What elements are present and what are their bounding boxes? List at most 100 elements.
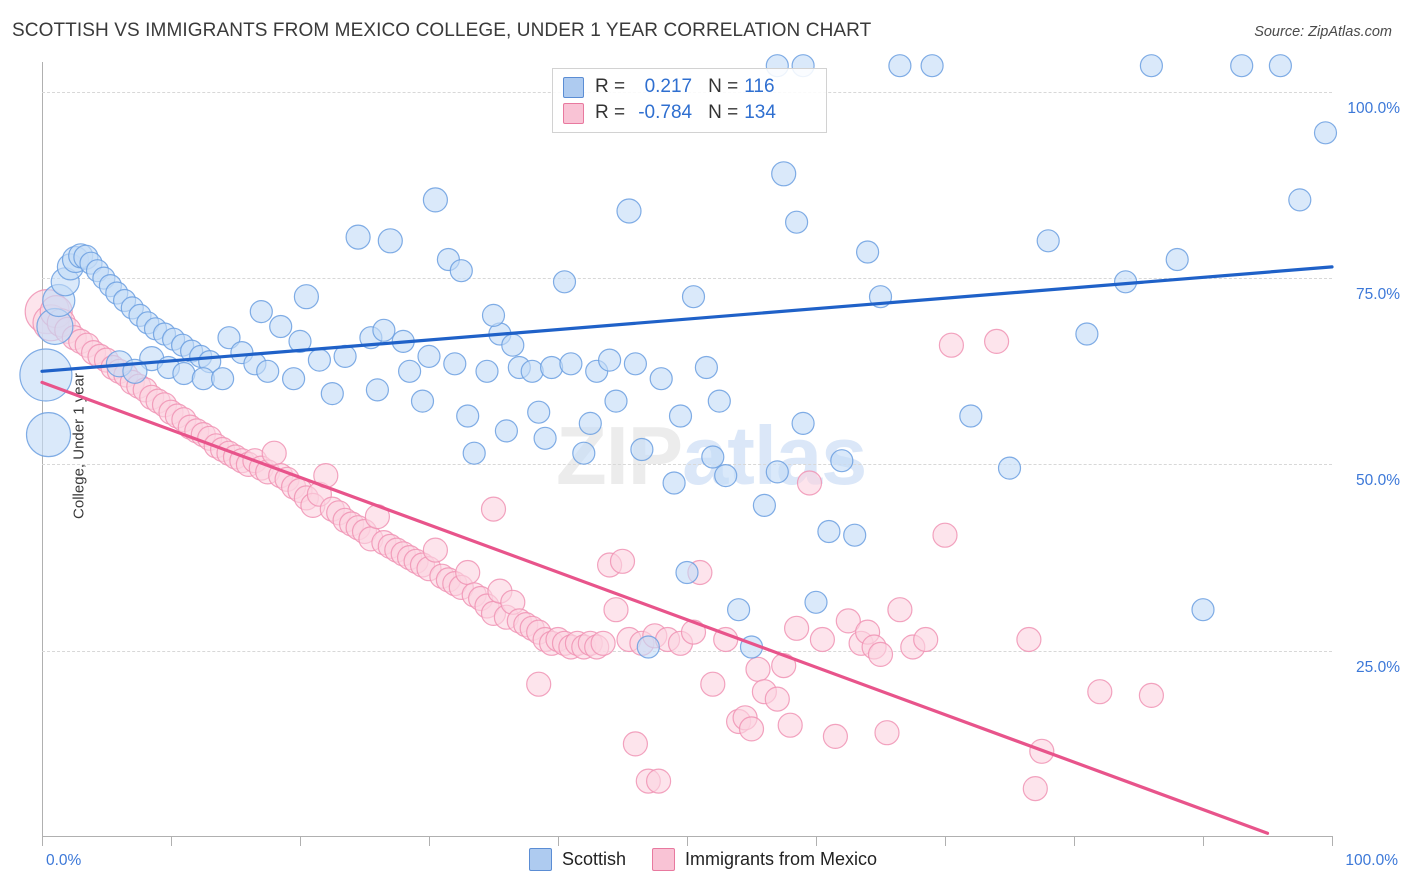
scatter-point <box>293 284 319 310</box>
scatter-point <box>494 419 518 443</box>
scatter-point <box>282 367 306 391</box>
n-label-mexico: N = <box>708 102 739 123</box>
scatter-point <box>932 522 958 548</box>
scatter-point <box>616 198 642 224</box>
scatter-point <box>1313 121 1338 145</box>
scatter-point <box>809 626 836 653</box>
scatter-point <box>365 378 389 402</box>
scatter-point <box>377 228 403 254</box>
scatter-point <box>791 411 815 435</box>
scatter-point <box>804 590 828 614</box>
scatter-point <box>398 359 422 383</box>
chart-legend: Scottish Immigrants from Mexico <box>0 848 1406 871</box>
scatter-point <box>1087 679 1113 705</box>
scatter-point <box>422 187 448 213</box>
scatter-point <box>784 210 809 234</box>
scatter-point <box>1268 54 1293 78</box>
x-tick-mark <box>687 836 688 846</box>
scatter-point <box>888 54 912 78</box>
trendline-mexico <box>40 380 1270 835</box>
source-attribution: Source: ZipAtlas.com <box>1254 24 1392 40</box>
scatter-point <box>1139 54 1164 78</box>
legend-mexico-swatch-icon <box>651 848 675 871</box>
scatter-point <box>938 332 965 358</box>
scatter-point <box>572 441 596 465</box>
scatter-point <box>738 716 765 742</box>
scatter-point <box>701 445 725 469</box>
scatter-point <box>920 54 944 78</box>
scatter-point <box>25 412 72 458</box>
scatter-point <box>372 318 396 342</box>
scatter-point <box>320 382 344 406</box>
scatter-point <box>649 367 673 391</box>
scatter-point <box>249 300 273 324</box>
scatter-point <box>771 161 797 187</box>
scatter-point <box>777 712 803 738</box>
y-tick-label: 50.0% <box>1356 472 1400 490</box>
scatter-point <box>700 671 726 697</box>
x-tick-mark <box>300 836 301 846</box>
scatter-point <box>609 548 636 574</box>
scatter-point <box>417 344 441 368</box>
scatter-point <box>217 326 241 350</box>
scatter-point <box>636 635 660 659</box>
scatter-point <box>533 426 557 450</box>
page-title: SCOTTISH VS IMMIGRANTS FROM MEXICO COLLE… <box>12 20 872 41</box>
x-tick-mark <box>1074 836 1075 846</box>
scatter-point <box>481 303 506 327</box>
scatter-point <box>256 359 280 383</box>
scatter-point <box>752 493 777 517</box>
legend-item-scottish[interactable]: Scottish <box>528 848 626 871</box>
scatter-point <box>449 259 473 283</box>
n-value-mexico: 134 <box>744 102 776 123</box>
legend-mexico-label: Immigrants from Mexico <box>684 849 878 869</box>
scatter-point <box>559 352 583 376</box>
scatter-point <box>526 671 552 697</box>
y-tick-label: 100.0% <box>1347 99 1400 117</box>
scatter-point <box>668 404 693 428</box>
gridline <box>42 464 1332 466</box>
scatter-point <box>765 460 789 484</box>
legend-item-mexico[interactable]: Immigrants from Mexico <box>651 848 878 871</box>
scatter-point <box>843 523 867 547</box>
x-tick-mark <box>945 836 946 846</box>
scatter-point <box>983 328 1010 354</box>
scatter-point <box>835 608 861 634</box>
scatter-point <box>817 519 841 544</box>
scatter-point <box>681 285 706 309</box>
scatter-point <box>764 686 790 712</box>
scatter-point <box>1165 247 1189 272</box>
scatter-point <box>456 404 480 428</box>
scatter-point <box>1191 598 1215 622</box>
r-label-mexico: R = <box>595 102 626 123</box>
scatter-point <box>726 598 751 622</box>
scatter-point <box>578 411 602 435</box>
scatter-point <box>855 240 880 264</box>
n-label-scottish: N = <box>708 76 739 97</box>
scatter-point <box>997 456 1022 480</box>
x-tick-mark <box>429 836 430 846</box>
scatter-point <box>694 355 719 380</box>
scatter-point <box>1138 682 1165 709</box>
scatter-point <box>422 537 448 563</box>
legend-scottish-swatch-icon <box>528 848 552 871</box>
x-tick-label-min: 0.0% <box>46 852 82 869</box>
trendline-scottish <box>40 265 1334 373</box>
x-tick-mark <box>1203 836 1204 846</box>
scatter-point <box>867 641 894 668</box>
scatter-point <box>604 389 628 413</box>
x-tick-label-max: 100.0% <box>1345 852 1398 869</box>
x-tick-mark <box>171 836 172 846</box>
scatter-point <box>680 619 707 645</box>
scatter-point <box>462 441 486 465</box>
scatter-point <box>590 630 616 656</box>
scatter-point <box>443 352 467 376</box>
legend-scottish-label: Scottish <box>561 849 626 869</box>
x-tick-mark <box>42 836 43 846</box>
scatter-point <box>630 437 654 462</box>
scatter-point <box>410 389 435 413</box>
scatter-point <box>913 626 939 653</box>
r-value-scottish: 0.217 <box>644 76 693 97</box>
scatter-point <box>796 470 823 496</box>
scatter-point <box>1075 322 1099 346</box>
